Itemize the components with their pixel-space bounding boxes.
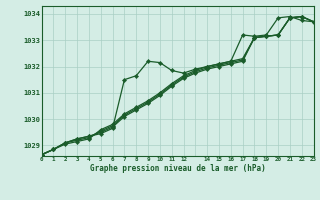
X-axis label: Graphe pression niveau de la mer (hPa): Graphe pression niveau de la mer (hPa) [90,164,266,173]
